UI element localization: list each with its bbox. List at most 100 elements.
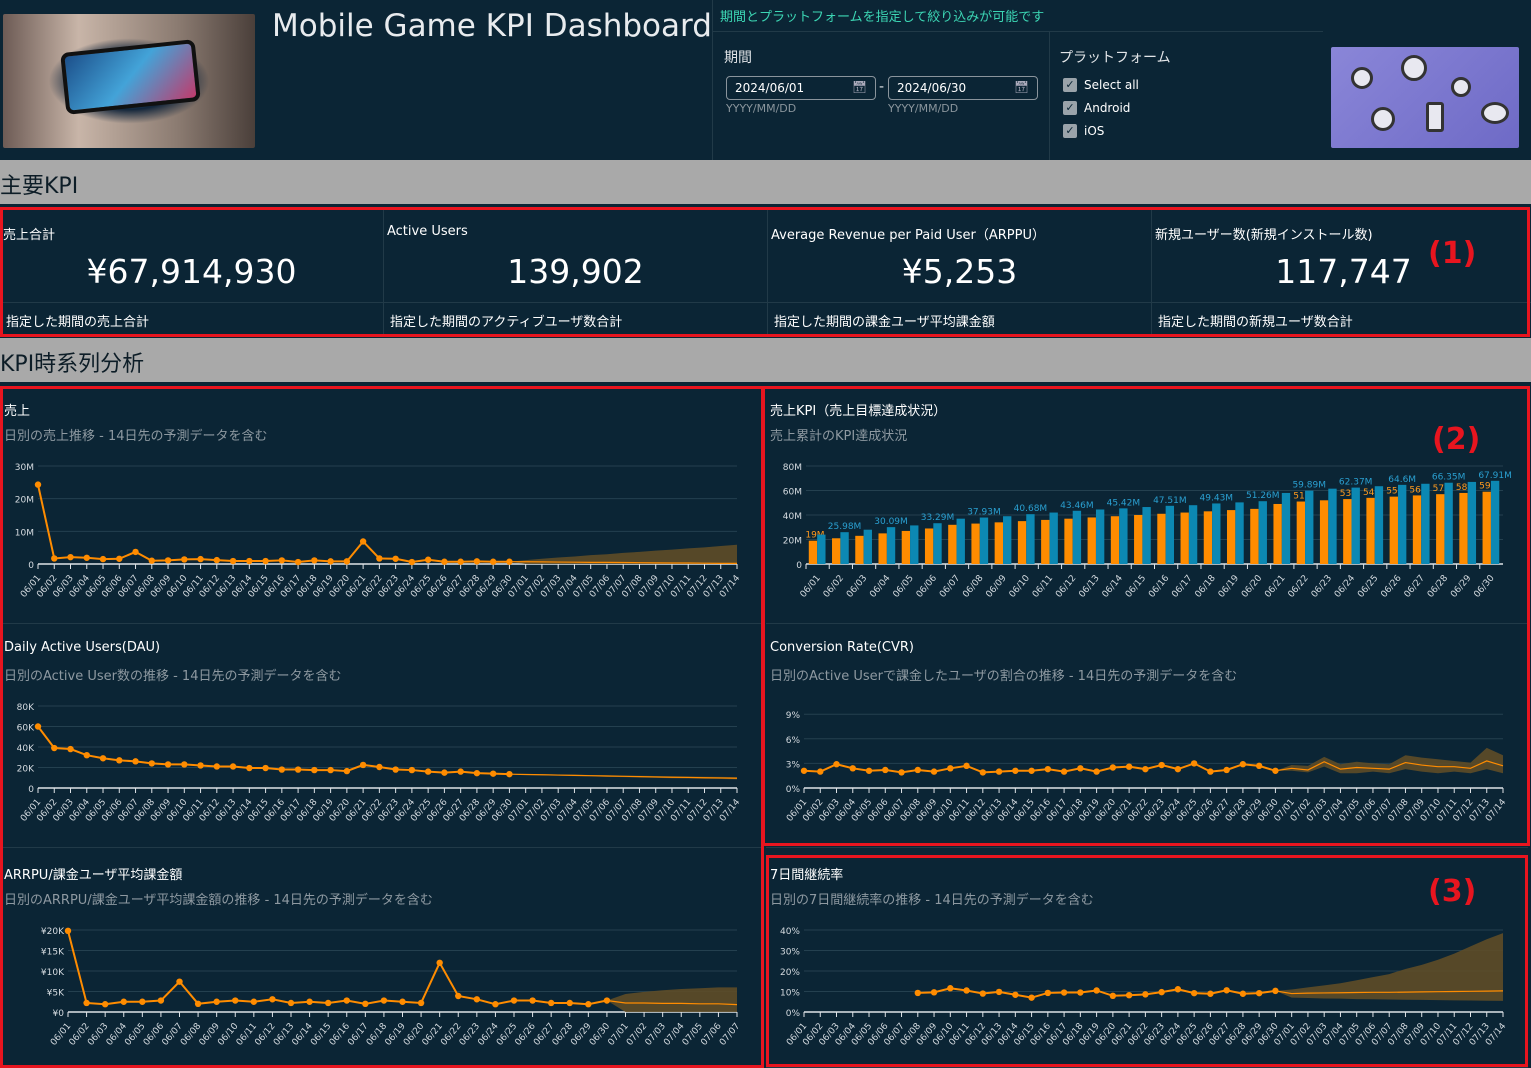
data-point (979, 990, 987, 997)
arppu-chart-svg: ¥0¥5K¥10K¥15K¥20K06/0106/0206/0306/0406/… (41, 927, 742, 1048)
checkbox-android[interactable]: ✓ Android (1063, 101, 1130, 115)
data-point (99, 755, 107, 762)
data-point (473, 996, 481, 1003)
checkbox-select-all[interactable]: ✓ Select all (1063, 78, 1139, 92)
kpi-card: 売上合計 ¥67,914,930 指定した期間の売上合計 (0, 208, 384, 336)
section-header-timeseries: KPI時系列分析 (0, 338, 1531, 382)
chart-sales: 売上 日別の売上推移 - 14日先の予測データを含む 0 10M 20M 30M 06/01… (0, 388, 762, 624)
data-point (1044, 989, 1052, 997)
end-date-value: 2024/06/30 (897, 81, 967, 95)
forecast-band (1275, 933, 1503, 1001)
y-tick-label: 0% (786, 1009, 801, 1019)
data-point (489, 770, 497, 777)
data-point (176, 978, 183, 985)
data-point (963, 762, 970, 770)
annotation-label-3: (3) (1428, 874, 1477, 909)
data-point (1207, 990, 1214, 997)
data-point (930, 768, 938, 775)
data-point (278, 766, 286, 773)
data-point (380, 997, 388, 1004)
kpi-title: 新規ユーザー数(新規インストール数) (1155, 228, 1373, 243)
data-point (67, 745, 74, 753)
data-point (197, 762, 204, 769)
data-point (408, 558, 416, 566)
target-bar (1041, 519, 1050, 564)
sales-kpi-chart-svg: 020M40M60M80M06/0106/0206/0306/0406/0506… (783, 463, 1512, 600)
data-point (1223, 766, 1230, 774)
data-point (392, 766, 399, 773)
bar-data-label: 49.43M (1200, 493, 1234, 503)
chart-subtitle: 日別のARRPU/課金ユーザ平均課金額の推移 - 14日先の予測データを含む (4, 893, 433, 908)
data-point (1158, 761, 1165, 769)
data-point (120, 998, 127, 1005)
cumulative-bar (956, 518, 965, 564)
end-date-format: YYYY/MM/DD (888, 102, 959, 115)
start-date-format: YYYY/MM/DD (726, 102, 797, 115)
cumulative-bar (933, 523, 942, 564)
data-point (1077, 765, 1084, 772)
data-point (417, 999, 425, 1007)
data-point (1190, 760, 1198, 767)
bar-data-label: 54M (1363, 488, 1382, 498)
calendar-icon[interactable]: 📅︎ (1013, 80, 1029, 94)
start-date-input[interactable]: 2024/06/01 📅︎ (726, 76, 876, 100)
data-point (473, 558, 481, 565)
data-point (914, 989, 921, 997)
data-point (213, 763, 221, 770)
data-point (51, 744, 58, 752)
data-point (246, 764, 253, 772)
calendar-icon[interactable]: 📅︎ (851, 80, 867, 94)
target-bar (1343, 499, 1352, 564)
data-point (489, 558, 497, 565)
kpi-value: 117,747 (1275, 252, 1412, 291)
chart-subtitle: 日別のActive Userで課金したユーザの割合の推移 - 14日先の予測デー… (770, 669, 1238, 684)
data-point (148, 557, 155, 564)
data-point (269, 996, 276, 1003)
kpi-title: 売上合計 (3, 228, 56, 243)
cumulative-bar (1119, 508, 1128, 564)
data-point (1255, 989, 1263, 997)
forecast-line (509, 561, 737, 564)
data-point (1158, 988, 1165, 996)
target-bar (1482, 491, 1491, 564)
data-point (510, 997, 518, 1004)
cumulative-bar (1421, 483, 1430, 564)
data-point (229, 557, 237, 565)
y-tick-label: 10% (780, 989, 800, 999)
checkbox-checked-icon[interactable]: ✓ (1063, 101, 1077, 115)
bar-data-label: 67.91M (1478, 471, 1512, 481)
cumulative-bar (1258, 501, 1267, 564)
data-point (343, 558, 351, 565)
data-point (1012, 767, 1019, 774)
start-date-value: 2024/06/01 (735, 81, 805, 95)
data-point (1142, 765, 1149, 773)
data-point (1174, 765, 1182, 773)
checkbox-checked-icon[interactable]: ✓ (1063, 124, 1077, 138)
data-point (506, 558, 513, 565)
cumulative-bar (1351, 487, 1360, 564)
data-point (306, 998, 313, 1005)
kpi-footer: 指定した期間の課金ユーザ平均課金額 (774, 315, 995, 330)
cumulative-bar (1281, 492, 1291, 564)
y-tick-label: 40K (17, 744, 35, 754)
data-point (278, 557, 286, 564)
end-date-input[interactable]: 2024/06/30 📅︎ (888, 76, 1038, 100)
devices-image (1331, 47, 1519, 148)
target-bar (901, 530, 911, 564)
data-point (359, 761, 367, 769)
data-point (101, 1001, 109, 1008)
target-bar (878, 533, 887, 564)
kpi-value: 139,902 (507, 252, 644, 291)
chart-cvr: Conversion Rate(CVR) 日別のActive Userで課金したユ… (766, 628, 1528, 848)
checkbox-checked-icon[interactable]: ✓ (1063, 78, 1077, 92)
chart-title: 売上KPI（売上目標達成状況） (770, 404, 947, 419)
bar-data-label: 59.89M (1292, 481, 1326, 491)
data-point (157, 997, 165, 1004)
retention-chart-svg: 0%10%20%30%40%06/0106/0206/0306/0406/050… (780, 927, 1508, 1048)
data-point (362, 1000, 369, 1007)
data-point (963, 987, 970, 994)
target-bar (832, 538, 841, 564)
checkbox-ios[interactable]: ✓ iOS (1063, 124, 1104, 138)
data-point (473, 769, 481, 777)
data-point (294, 558, 302, 566)
